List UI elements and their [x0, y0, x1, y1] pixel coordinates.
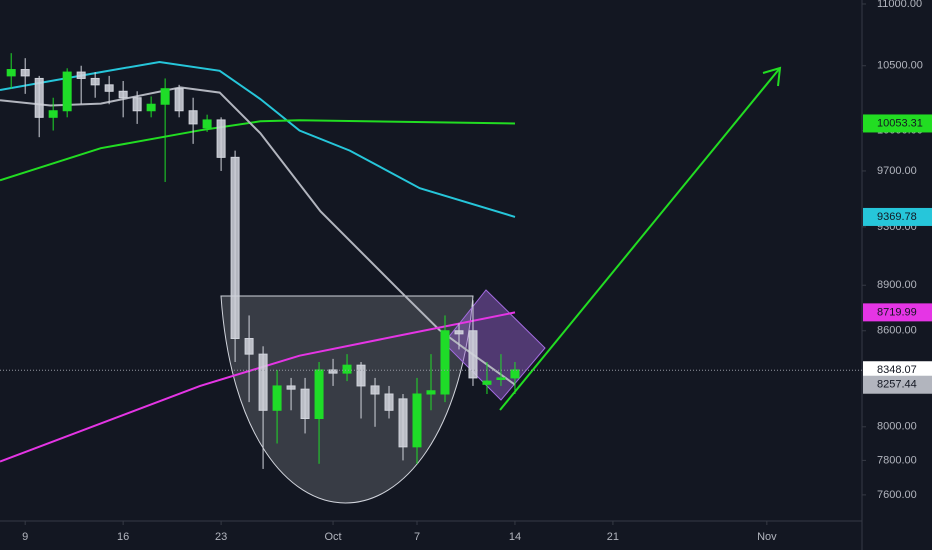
price-tag [863, 375, 932, 394]
candle-body [20, 69, 30, 77]
candle-body [188, 110, 198, 125]
moving-average [0, 119, 516, 182]
candle-body [412, 393, 422, 448]
price-tag-label: 8348.07 [877, 364, 917, 376]
x-tick-label: 21 [607, 531, 619, 543]
arrow-line [499, 67, 781, 411]
moving-average [0, 60, 516, 218]
candle-body [272, 385, 282, 411]
candle-body [104, 84, 114, 92]
candle-body [62, 71, 72, 112]
candle-body [496, 377, 506, 381]
candle-body [132, 97, 142, 112]
price-tag [863, 207, 932, 226]
price-tag-label: 9369.78 [877, 211, 917, 223]
candle-body [426, 390, 436, 395]
candle-body [258, 353, 268, 411]
candle-body [202, 119, 212, 129]
candle-body [314, 369, 324, 420]
candle-body [174, 88, 184, 112]
x-tick-label: 9 [22, 531, 28, 543]
x-tick-label: 16 [117, 531, 129, 543]
candle-body [468, 330, 478, 379]
y-tick-label: 9700.00 [877, 165, 917, 177]
candle-body [230, 156, 240, 340]
candle-body [510, 369, 520, 379]
x-tick-label: Oct [324, 531, 341, 543]
candle-body [286, 385, 296, 390]
candle-body [216, 119, 226, 158]
y-tick-label: 8900.00 [877, 279, 917, 291]
candle-body [34, 77, 44, 118]
candle-body [244, 338, 254, 355]
candle-body [90, 77, 100, 86]
arrow-head [762, 66, 782, 87]
price-tag-label: 8257.44 [877, 379, 917, 391]
candle-body [6, 69, 16, 77]
drawings [220, 289, 546, 504]
price-tag [863, 303, 932, 322]
candle-body [342, 364, 352, 374]
price-tag [863, 361, 932, 380]
x-tick-label: Nov [757, 531, 777, 543]
candle-body [370, 385, 380, 395]
price-tag-label: 8719.99 [877, 306, 917, 318]
moving-average [0, 86, 516, 386]
candle-body [160, 88, 170, 105]
candle-body [482, 380, 492, 385]
candle-body [76, 71, 86, 79]
candle-body [300, 388, 310, 420]
candle-body [440, 330, 450, 395]
y-tick-label: 7600.00 [877, 489, 917, 501]
cup-shape [220, 295, 474, 504]
candle-body [118, 90, 128, 99]
y-tick-label: 8600.00 [877, 325, 917, 337]
candle-body [384, 393, 394, 411]
candle-body [454, 330, 464, 335]
y-tick-label: 7800.00 [877, 454, 917, 466]
flag-shape [443, 289, 546, 401]
candle-body [398, 398, 408, 448]
moving-average [0, 311, 516, 463]
y-tick-label: 10500.00 [877, 60, 923, 72]
price-tag-label: 10053.31 [877, 117, 923, 129]
y-tick-label: 11000.00 [877, 0, 922, 10]
y-tick-label: 8000.00 [877, 421, 917, 433]
candle-body [48, 110, 58, 118]
candle-body [356, 364, 366, 387]
x-tick-label: 7 [414, 531, 420, 543]
x-tick-label: 23 [215, 531, 227, 543]
price-tag [863, 114, 932, 133]
x-tick-label: 14 [509, 531, 521, 543]
candle-body [146, 103, 156, 112]
